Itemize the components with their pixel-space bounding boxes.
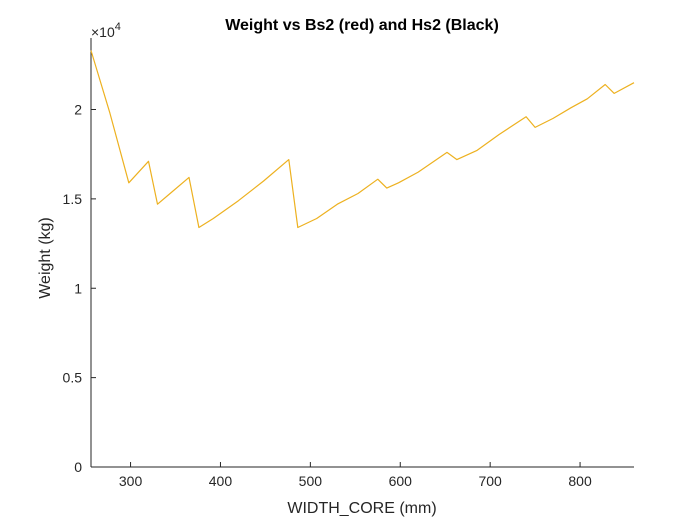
y-axis-exponent: ×104 <box>91 21 121 40</box>
chart-title: Weight vs Bs2 (red) and Hs2 (Black) <box>225 17 499 34</box>
y-tick-label: 1.5 <box>63 191 83 207</box>
x-tick-label: 700 <box>478 473 502 489</box>
y-axis-exponent-power: 4 <box>115 21 121 33</box>
y-ticks: 0 0.5 1 1.5 2 <box>63 102 96 475</box>
x-tick-label: 600 <box>389 473 413 489</box>
series-line-0 <box>90 50 635 229</box>
y-tick-label: 1 <box>74 280 82 296</box>
x-tick-label: 800 <box>568 473 592 489</box>
series-layer <box>90 50 635 229</box>
y-axis-label: Weight (kg) <box>37 217 54 299</box>
y-tick-label: 2 <box>74 102 82 118</box>
x-axis-label: WIDTH_CORE (mm) <box>287 500 436 517</box>
y-axis-exponent-base: ×10 <box>91 24 115 40</box>
x-tick-label: 300 <box>119 473 143 489</box>
x-ticks: 300 400 500 600 700 800 <box>119 462 592 489</box>
y-tick-label: 0 <box>74 459 82 475</box>
y-tick-label: 0.5 <box>63 370 83 386</box>
x-tick-label: 500 <box>299 473 323 489</box>
x-tick-label: 400 <box>209 473 233 489</box>
